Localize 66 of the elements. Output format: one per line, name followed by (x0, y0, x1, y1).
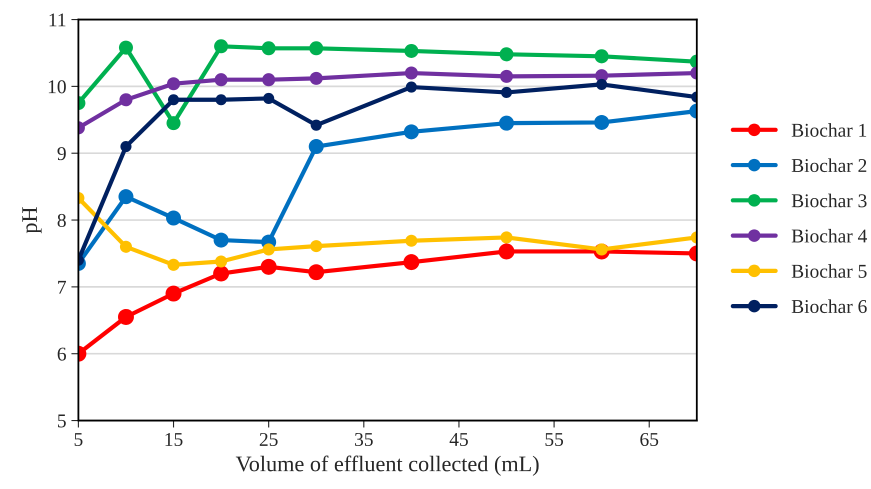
point (213, 266, 230, 282)
point (500, 231, 513, 244)
point (308, 264, 324, 280)
legend-label: Biochar 5 (792, 264, 867, 278)
point (118, 40, 133, 55)
y-tick-label: 7 (58, 280, 66, 294)
point (215, 255, 228, 268)
point (262, 243, 275, 256)
point (500, 86, 512, 98)
point (260, 258, 277, 275)
y-tick-label: 9 (57, 147, 66, 160)
point (166, 116, 181, 130)
point (310, 120, 322, 131)
x-tick-label: 55 (546, 433, 564, 446)
x-tick-label: 25 (260, 432, 278, 446)
legend-label: Biochar 4 (792, 228, 868, 243)
point (404, 124, 419, 140)
legend-label: Biochar 6 (792, 299, 867, 314)
point (596, 78, 608, 90)
x-tick-label: 15 (166, 433, 182, 446)
point (262, 41, 276, 56)
point (499, 116, 514, 131)
x-axis-title: Volume of effluent collected (mL) (236, 456, 539, 476)
point (500, 70, 514, 83)
legend-label: Biochar 3 (792, 194, 867, 208)
y-tick-label: 8 (58, 214, 66, 227)
point (310, 72, 323, 85)
point (263, 92, 274, 104)
point (120, 240, 132, 253)
point (594, 49, 609, 64)
point (214, 232, 229, 248)
point (167, 258, 180, 271)
point (594, 114, 610, 130)
point (406, 82, 417, 93)
point (500, 47, 514, 62)
point (405, 234, 418, 247)
point (403, 254, 420, 270)
point (214, 39, 228, 54)
point (309, 41, 324, 56)
point (404, 44, 418, 58)
point (118, 308, 134, 325)
legend-label: Biochar 2 (792, 158, 866, 172)
point (308, 139, 324, 154)
point (118, 189, 134, 204)
point (120, 140, 132, 152)
y-tick-label: 10 (48, 80, 66, 94)
x-tick-label: 65 (640, 432, 658, 446)
y-tick-label: 5 (58, 414, 66, 428)
x-tick-label: 5 (74, 433, 82, 446)
point (166, 210, 182, 226)
point (168, 94, 180, 106)
point (498, 243, 515, 260)
point (216, 94, 227, 106)
point (404, 66, 418, 80)
x-tick-label: 35 (355, 432, 373, 446)
legend-label: Biochar 1 (792, 123, 866, 137)
x-tick-label: 45 (450, 433, 468, 446)
point (310, 240, 322, 252)
point (167, 77, 180, 90)
y-tick-label: 6 (58, 348, 66, 361)
point (166, 286, 182, 302)
y-axis-title: pH (22, 207, 42, 234)
y-tick-label: 11 (50, 13, 66, 26)
point (214, 73, 228, 86)
point (119, 93, 132, 106)
point (262, 73, 276, 86)
